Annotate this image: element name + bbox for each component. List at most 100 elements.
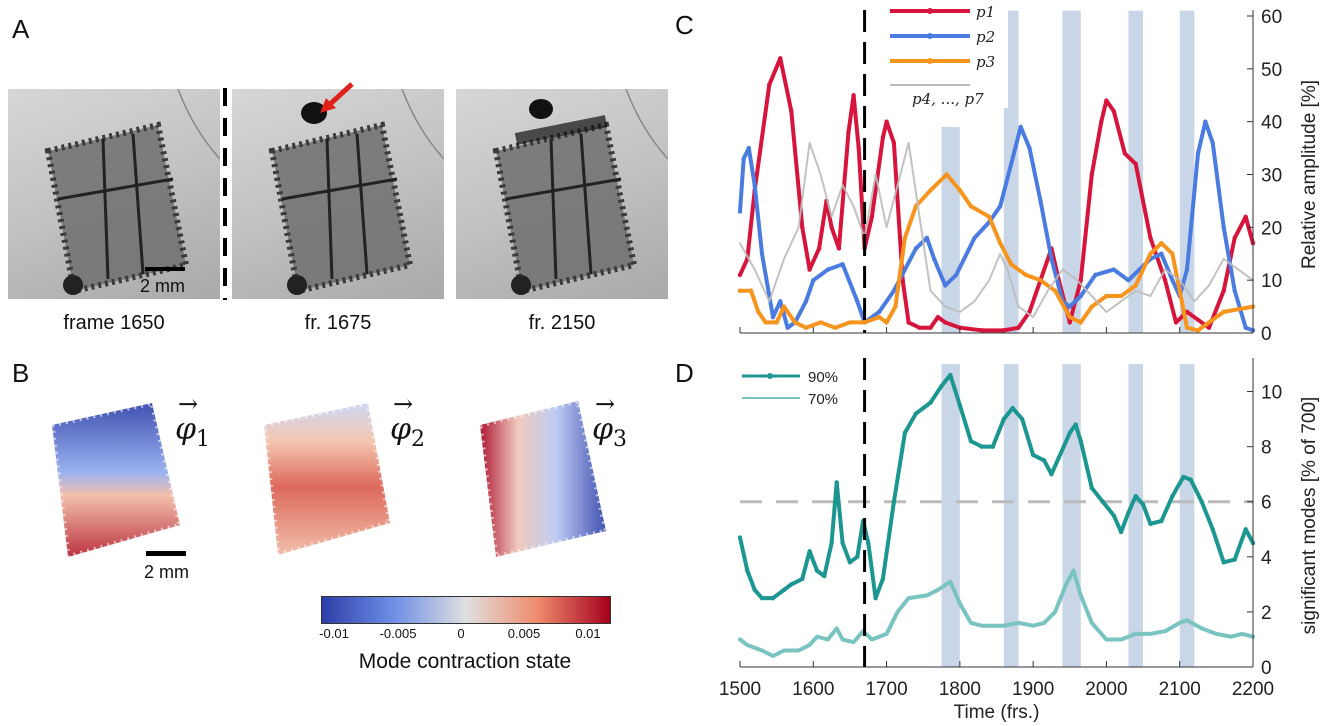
data-point <box>891 288 897 293</box>
legend-label: 90% <box>808 369 838 386</box>
legend-label: p4, ..., p7 <box>912 90 984 108</box>
data-point <box>972 235 977 241</box>
data-point <box>781 304 787 309</box>
data-point <box>1038 198 1043 204</box>
series-90- <box>738 373 1255 601</box>
data-point <box>1199 499 1204 504</box>
data-point <box>789 582 794 587</box>
data-point <box>1038 277 1043 283</box>
data-point <box>789 108 794 114</box>
data-point <box>1078 293 1083 299</box>
legend-background <box>886 0 1008 108</box>
data-point <box>737 288 743 293</box>
data-point <box>811 277 816 283</box>
data-point <box>855 299 860 304</box>
data-point <box>902 235 908 241</box>
data-point <box>884 320 889 325</box>
data-point <box>1104 293 1109 299</box>
data-point <box>1126 277 1131 283</box>
data-point <box>774 320 779 325</box>
data-point <box>1078 277 1083 283</box>
data-point <box>1133 283 1138 288</box>
data-point <box>1067 314 1072 320</box>
x-tick-label: 2000 <box>1085 679 1127 700</box>
data-point <box>847 560 853 565</box>
y-tick-label: 6 <box>1261 493 1272 514</box>
data-point <box>792 320 798 325</box>
data-point <box>948 372 953 378</box>
data-point <box>943 283 948 288</box>
y-tick-label: 0 <box>1261 324 1272 345</box>
data-point <box>1232 288 1237 293</box>
legend-marker <box>927 58 933 64</box>
x-tick-label: 1600 <box>792 679 834 700</box>
series-p4-p7 <box>739 141 1254 319</box>
y-tick-label: 2 <box>1261 603 1272 624</box>
x-tick-label: 1700 <box>865 679 907 700</box>
data-point <box>1073 422 1078 427</box>
data-point <box>746 145 751 151</box>
data-point <box>1210 527 1215 532</box>
data-point <box>1052 288 1058 293</box>
data-point <box>1159 518 1164 524</box>
data-point <box>1099 119 1104 124</box>
data-point <box>862 320 867 325</box>
data-point <box>847 320 853 325</box>
data-point <box>1122 151 1127 156</box>
colorbar <box>321 596 611 624</box>
data-point <box>834 480 839 485</box>
colorbar-title: Mode contraction state <box>358 650 572 673</box>
caption-frame-1: frame 1650 <box>63 312 165 334</box>
data-point <box>1018 124 1023 130</box>
data-point <box>1008 161 1014 167</box>
legend-panel-c: p1 p2 p3 p4, ..., p7 <box>886 0 1008 108</box>
data-point <box>814 568 820 573</box>
legend-label: p3 <box>976 53 995 71</box>
data-point <box>1140 502 1146 507</box>
data-point <box>1173 320 1179 325</box>
data-point <box>833 325 838 330</box>
panel-label-c: C <box>675 10 694 40</box>
data-point <box>1016 325 1021 330</box>
y-tick-label: 50 <box>1261 60 1282 81</box>
data-point <box>807 549 812 554</box>
x-tick-label: 1500 <box>719 679 761 700</box>
legend-marker <box>767 373 773 379</box>
data-point <box>829 225 834 230</box>
y-tick-label: 8 <box>1261 438 1272 459</box>
data-point <box>1177 288 1182 293</box>
data-point <box>1089 304 1094 309</box>
data-point <box>748 288 754 293</box>
data-point <box>770 595 776 601</box>
data-point <box>807 267 812 272</box>
data-point <box>1030 452 1036 458</box>
data-point <box>979 444 985 449</box>
data-point <box>1170 251 1175 256</box>
data-point <box>737 209 743 214</box>
data-point <box>932 256 937 262</box>
data-point <box>1118 293 1124 299</box>
data-point <box>803 325 809 330</box>
data-point <box>928 188 933 193</box>
y-tick-label: 60 <box>1261 7 1282 28</box>
data-point <box>1093 272 1098 278</box>
data-point <box>781 587 787 593</box>
data-point <box>1067 430 1072 436</box>
data-point <box>997 240 1003 246</box>
data-point <box>906 320 911 325</box>
data-point <box>856 145 861 151</box>
colorbar-tick: -0.01 <box>319 626 349 641</box>
data-point <box>800 225 805 230</box>
data-point <box>851 93 856 98</box>
data-point <box>825 267 831 272</box>
y-tick-label: 4 <box>1261 548 1272 569</box>
series-p2 <box>738 119 1255 333</box>
mode-label-3: → φ3 <box>592 390 628 452</box>
series-70- <box>738 568 1255 658</box>
data-point <box>778 299 783 304</box>
data-point <box>869 214 875 219</box>
data-point <box>1243 325 1248 330</box>
x-tick-label: 1800 <box>939 679 981 700</box>
data-point <box>1019 416 1025 422</box>
